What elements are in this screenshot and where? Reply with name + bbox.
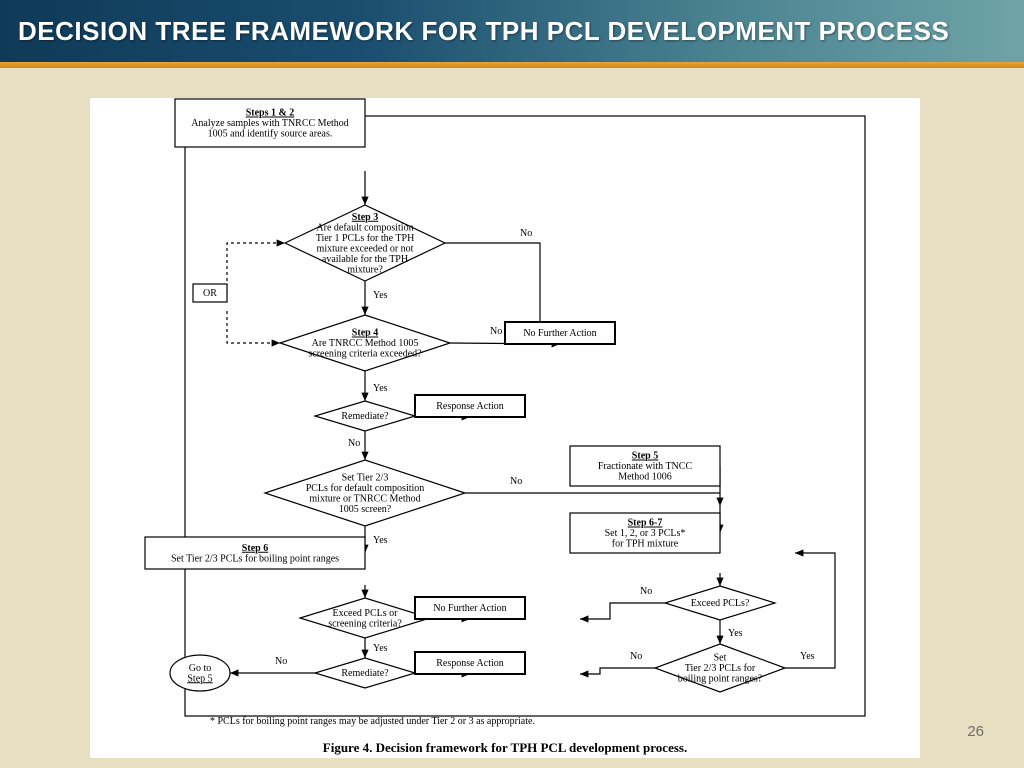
svg-text:OR: OR <box>203 288 217 299</box>
svg-text:for TPH mixture: for TPH mixture <box>612 539 679 550</box>
figure-panel: YesNoNoYesYesNoYesNoNoYesYesNoNoYesNoYes… <box>90 98 920 758</box>
svg-text:mixture or TNRCC Method: mixture or TNRCC Method <box>309 493 420 504</box>
svg-text:PCLs for default composition: PCLs for default composition <box>306 483 425 494</box>
svg-text:Set: Set <box>714 653 727 664</box>
svg-text:screening criteria?: screening criteria? <box>328 618 402 629</box>
svg-text:Are TNRCC Method 1005: Are TNRCC Method 1005 <box>312 338 419 349</box>
svg-text:Yes: Yes <box>373 290 388 301</box>
svg-text:Step 4: Step 4 <box>352 328 378 339</box>
svg-text:No: No <box>490 326 502 337</box>
svg-text:Step 6: Step 6 <box>242 543 268 554</box>
svg-text:No: No <box>275 656 287 667</box>
svg-text:No: No <box>520 228 532 239</box>
svg-text:Remediate?: Remediate? <box>341 411 389 422</box>
flowchart-svg: YesNoNoYesYesNoYesNoNoYesYesNoNoYesNoYes… <box>90 98 920 738</box>
svg-text:Step 5: Step 5 <box>187 673 212 684</box>
page-number: 26 <box>967 723 984 740</box>
figure-caption: Figure 4. Decision framework for TPH PCL… <box>323 740 687 756</box>
svg-text:No: No <box>630 651 642 662</box>
svg-text:Tier 1 PCLs for the TPH: Tier 1 PCLs for the TPH <box>316 233 415 244</box>
svg-text:Yes: Yes <box>373 535 388 546</box>
svg-text:Are default composition: Are default composition <box>316 222 413 233</box>
svg-text:Go to: Go to <box>189 663 212 674</box>
svg-text:No Further Action: No Further Action <box>433 603 506 614</box>
svg-text:Method 1006: Method 1006 <box>618 472 672 483</box>
svg-text:1005 and identify source areas: 1005 and identify source areas. <box>208 129 333 140</box>
svg-text:Steps 1 & 2: Steps 1 & 2 <box>246 108 295 119</box>
svg-text:Tier 2/3 PCLs for: Tier 2/3 PCLs for <box>685 663 756 674</box>
svg-text:Remediate?: Remediate? <box>341 668 389 679</box>
svg-text:Set Tier 2/3 PCLs for boiling: Set Tier 2/3 PCLs for boiling point rang… <box>171 553 339 564</box>
slide-title: DECISION TREE FRAMEWORK FOR TPH PCL DEVE… <box>18 16 949 47</box>
svg-text:Set 1, 2, or 3 PCLs*: Set 1, 2, or 3 PCLs* <box>605 528 686 539</box>
svg-text:No: No <box>640 586 652 597</box>
slide-header: DECISION TREE FRAMEWORK FOR TPH PCL DEVE… <box>0 0 1024 62</box>
svg-text:1005 screen?: 1005 screen? <box>339 504 392 515</box>
svg-text:screening criteria exceeded?: screening criteria exceeded? <box>308 349 422 360</box>
svg-text:No Further Action: No Further Action <box>523 328 596 339</box>
svg-text:Yes: Yes <box>800 651 815 662</box>
svg-text:Step 3: Step 3 <box>352 212 378 223</box>
svg-text:Step 5: Step 5 <box>632 451 658 462</box>
svg-text:* PCLs for boiling point range: * PCLs for boiling point ranges may be a… <box>210 716 535 727</box>
svg-text:Response Action: Response Action <box>436 401 504 412</box>
svg-text:Yes: Yes <box>373 383 388 394</box>
svg-text:Set Tier 2/3: Set Tier 2/3 <box>342 472 389 483</box>
svg-text:Yes: Yes <box>373 643 388 654</box>
svg-text:mixture?: mixture? <box>347 264 383 275</box>
svg-text:No: No <box>348 438 360 449</box>
svg-text:available for the TPH: available for the TPH <box>322 254 408 265</box>
svg-text:Yes: Yes <box>728 628 743 639</box>
svg-text:Exceed PCLs?: Exceed PCLs? <box>691 598 750 609</box>
svg-text:mixture exceeded or not: mixture exceeded or not <box>317 243 414 254</box>
svg-text:Exceed PCLs or: Exceed PCLs or <box>333 608 399 619</box>
svg-text:Analyze samples with TNRCC Met: Analyze samples with TNRCC Method <box>191 118 349 129</box>
svg-text:No: No <box>510 476 522 487</box>
svg-text:Fractionate with TNCC: Fractionate with TNCC <box>598 461 693 472</box>
svg-text:Response Action: Response Action <box>436 658 504 669</box>
slide-body: YesNoNoYesYesNoYesNoNoYesYesNoNoYesNoYes… <box>0 68 1024 768</box>
svg-text:boiling point ranges?: boiling point ranges? <box>678 674 763 685</box>
svg-text:Step 6-7: Step 6-7 <box>628 518 663 529</box>
